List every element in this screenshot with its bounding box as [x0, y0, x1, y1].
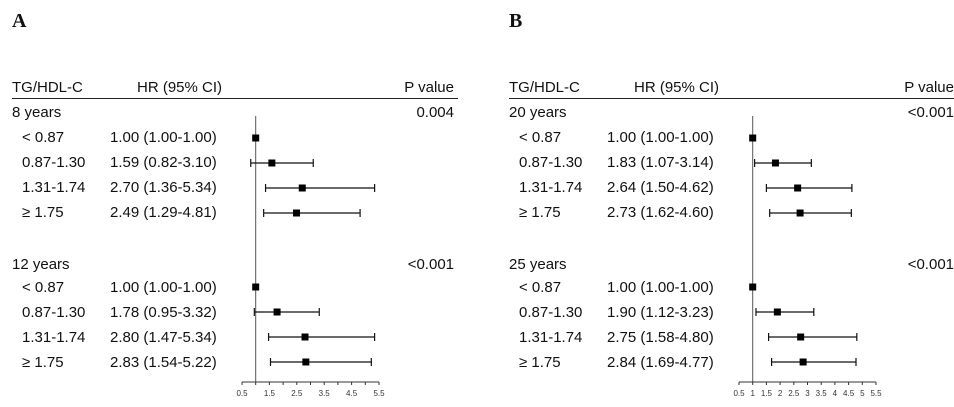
row-hr-text: 2.84 (1.69-4.77)	[607, 354, 714, 371]
hr-point	[749, 283, 757, 291]
x-tick-label: 5.5	[373, 389, 385, 398]
row-category: ≥ 1.75	[22, 354, 64, 371]
hr-point	[252, 134, 260, 142]
forest-plot-b: 0.5 1 1.5 2 2.5 3 3.5 4 4.5 5 5.5	[733, 116, 882, 398]
x-tick-label: 1.5	[761, 389, 773, 398]
header-group: TG/HDL-C	[509, 79, 580, 96]
x-tick-label: 3.5	[816, 389, 828, 398]
hr-point	[301, 333, 309, 341]
row-hr-text: 2.75 (1.58-4.80)	[607, 329, 714, 346]
x-tick-label: 2.5	[291, 389, 303, 398]
section-label: 8 years	[12, 104, 62, 121]
panel-b: B TG/HDL-C HR (95% CI) P value 20 years …	[497, 0, 954, 407]
row-category: < 0.87	[22, 129, 65, 146]
row-category: ≥ 1.75	[22, 204, 64, 221]
row-category: 1.31-1.74	[22, 179, 86, 196]
row-hr-text: 1.00 (1.00-1.00)	[110, 129, 217, 146]
row-hr-text: 2.64 (1.50-4.62)	[607, 179, 714, 196]
section-label: 20 years	[509, 104, 567, 121]
x-tick-label: 4.5	[843, 389, 855, 398]
hr-point	[797, 333, 805, 341]
hr-point	[298, 184, 306, 192]
row-category: < 0.87	[22, 279, 65, 296]
hr-point	[773, 308, 781, 316]
x-tick-label: 3	[805, 389, 810, 398]
hr-point	[796, 209, 804, 217]
row-category: 1.31-1.74	[22, 329, 86, 346]
row-category: ≥ 1.75	[519, 204, 561, 221]
section-p-value: 0.004	[416, 104, 454, 121]
row-hr-text: 1.90 (1.12-3.23)	[607, 304, 714, 321]
row-category: 0.87-1.30	[519, 304, 583, 321]
x-tick-label: 5.5	[870, 389, 882, 398]
x-tick-label: 3.5	[319, 389, 331, 398]
x-tick-label: 2	[778, 389, 783, 398]
row-hr-text: 1.00 (1.00-1.00)	[110, 279, 217, 296]
hr-point	[771, 159, 779, 167]
section-p-value: <0.001	[407, 256, 454, 273]
x-tick-label: 4.5	[346, 389, 358, 398]
row-hr-text: 1.00 (1.00-1.00)	[607, 279, 714, 296]
header-p-value: P value	[404, 79, 454, 96]
row-category: < 0.87	[519, 279, 562, 296]
x-tick-label: 2.5	[788, 389, 800, 398]
panel-a: A TG/HDL-C HR (95% CI) P value 8 years 0…	[12, 10, 458, 398]
hr-point	[273, 308, 281, 316]
row-category: 0.87-1.30	[22, 154, 86, 171]
x-tick-label: 5	[860, 389, 865, 398]
row-hr-text: 1.78 (0.95-3.32)	[110, 304, 217, 321]
header-group: TG/HDL-C	[12, 79, 83, 96]
row-hr-text: 2.83 (1.54-5.22)	[110, 354, 217, 371]
section-label: 25 years	[509, 256, 567, 273]
row-hr-text: 1.83 (1.07-3.14)	[607, 154, 714, 171]
row-category: 0.87-1.30	[22, 304, 86, 321]
hr-point	[293, 209, 301, 217]
x-tick-label: 1	[750, 389, 755, 398]
x-tick-label: 0.5	[236, 389, 248, 398]
header-rule	[12, 98, 458, 99]
forest-plot-a: 0.5 1.5 2.5 3.5 4.5 5.5	[236, 116, 385, 398]
header-p-value: P value	[904, 79, 954, 96]
panel-letter: A	[12, 10, 27, 32]
section-p-value: <0.001	[907, 256, 954, 273]
x-tick-label: 1.5	[264, 389, 276, 398]
x-tick-label: 4	[833, 389, 838, 398]
panel-letter: B	[509, 10, 523, 32]
hr-point	[749, 134, 757, 142]
row-hr-text: 1.59 (0.82-3.10)	[110, 154, 217, 171]
row-hr-text: 2.70 (1.36-5.34)	[110, 179, 217, 196]
row-hr-text: 1.00 (1.00-1.00)	[607, 129, 714, 146]
hr-point	[799, 358, 807, 366]
header-hr: HR (95% CI)	[634, 79, 720, 96]
section-label: 12 years	[12, 256, 70, 273]
section-p-value: <0.001	[907, 104, 954, 121]
hr-point	[268, 159, 276, 167]
row-hr-text: 2.73 (1.62-4.60)	[607, 204, 714, 221]
header-rule	[509, 98, 954, 99]
row-category: 1.31-1.74	[519, 329, 583, 346]
hr-point	[302, 358, 310, 366]
row-category: 0.87-1.30	[519, 154, 583, 171]
header-hr: HR (95% CI)	[137, 79, 223, 96]
row-category: 1.31-1.74	[519, 179, 583, 196]
hr-point	[252, 283, 260, 291]
x-tick-label: 0.5	[733, 389, 745, 398]
hr-point	[794, 184, 802, 192]
row-hr-text: 2.80 (1.47-5.34)	[110, 329, 217, 346]
row-category: ≥ 1.75	[519, 354, 561, 371]
row-category: < 0.87	[519, 129, 562, 146]
row-hr-text: 2.49 (1.29-4.81)	[110, 204, 217, 221]
